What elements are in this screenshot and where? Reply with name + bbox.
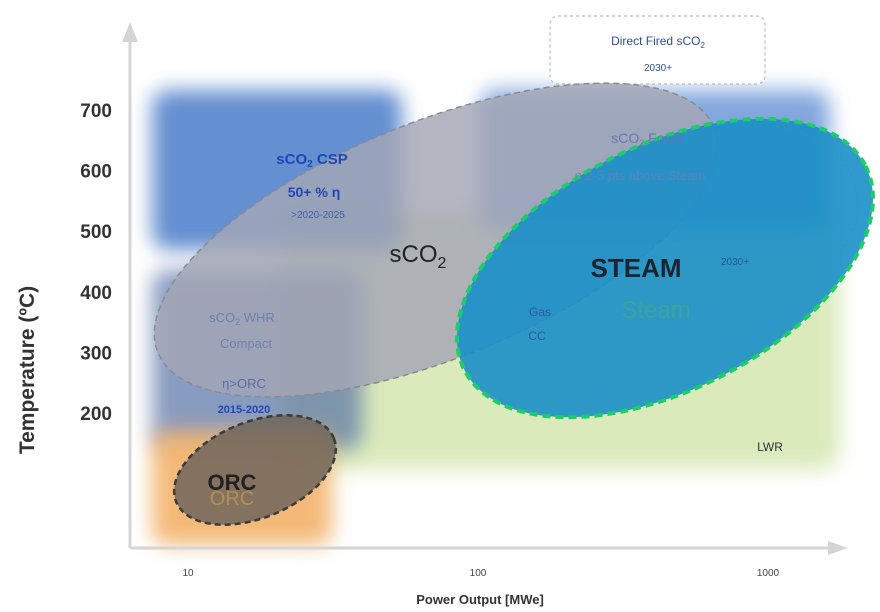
combined-line1: Gas <box>529 305 551 319</box>
orc-ellipse <box>172 414 338 526</box>
direct-fired-title: Direct Fired sCO2 <box>611 34 705 50</box>
axes <box>122 22 848 555</box>
orc-ghost-label: ORC <box>210 488 254 510</box>
steam-ghost-label: Steam <box>621 297 690 324</box>
combined-line2: CC <box>528 329 546 343</box>
y-tick-label: 400 <box>80 283 112 304</box>
x-tick-label: 100 <box>470 568 487 579</box>
x-tick-label: 1000 <box>757 568 780 579</box>
whr-line1: sCO2 WHR <box>209 310 275 327</box>
sco2-label: sCO2 <box>390 241 447 272</box>
y-tick-label: 700 <box>80 101 112 122</box>
direct-fired-year: 2030+ <box>644 63 672 74</box>
direct-fired-box <box>549 15 766 85</box>
whr-line2: Compact <box>220 336 272 351</box>
y-tick-label: 300 <box>80 343 112 364</box>
y-tick-labels: 200 300 400 500 600 700 <box>80 101 112 425</box>
x-tick-label: 10 <box>182 568 194 579</box>
steam-ellipse <box>455 116 875 420</box>
fossil-efficiency: η 2-5 pts above Steam <box>575 168 706 183</box>
x-tick-labels: 10 100 1000 <box>182 568 779 579</box>
fossil-title: sCO2 Fossil <box>611 130 684 148</box>
orc-label: ORC <box>208 470 257 495</box>
csp-efficiency: 50+ % η <box>288 184 341 200</box>
steam-label: STEAM <box>591 253 682 283</box>
whr-line3: η>ORC <box>222 376 266 391</box>
y-tick-label: 600 <box>80 162 112 183</box>
lwr-label: LWR <box>757 440 783 454</box>
csp-title: sCO2 CSP <box>276 151 347 170</box>
steam-year: 2030+ <box>721 257 749 268</box>
x-axis-arrow <box>828 541 848 555</box>
y-tick-label: 200 <box>80 404 112 425</box>
whr-line4: 2015-2020 <box>218 404 271 416</box>
y-axis-arrow <box>122 22 138 42</box>
x-axis-label: Power Output [MWe] <box>416 592 544 607</box>
csp-year: >2020-2025 <box>291 210 345 221</box>
y-axis-label: Temperature (ºC) <box>16 286 39 454</box>
y-tick-label: 500 <box>80 222 112 243</box>
